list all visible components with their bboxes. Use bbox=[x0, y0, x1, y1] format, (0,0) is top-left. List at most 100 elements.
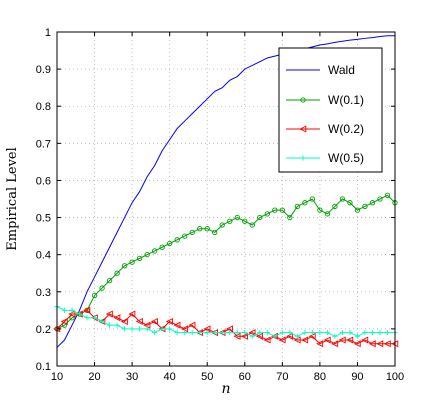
x-axis-label: n bbox=[221, 381, 230, 397]
x-tick-label: 80 bbox=[314, 371, 326, 383]
data-point bbox=[264, 330, 270, 336]
data-point bbox=[227, 218, 233, 224]
series-3 bbox=[54, 304, 398, 339]
x-tick-label: 40 bbox=[164, 371, 176, 383]
data-point bbox=[249, 222, 255, 228]
data-point bbox=[369, 330, 376, 336]
data-point bbox=[317, 207, 323, 213]
data-point bbox=[106, 277, 113, 284]
data-point bbox=[362, 203, 368, 210]
data-point bbox=[294, 203, 301, 210]
legend: Wald W(0.1) W(0.2) W(0.5) bbox=[278, 47, 383, 173]
series-0 bbox=[56, 35, 395, 348]
data-point bbox=[69, 307, 75, 313]
y-tick-label: 0.7 bbox=[36, 138, 51, 150]
legend-box bbox=[278, 47, 383, 173]
data-point bbox=[212, 229, 218, 236]
data-point bbox=[113, 314, 121, 322]
data-point bbox=[264, 211, 270, 217]
y-tick-label: 0.3 bbox=[36, 287, 51, 299]
data-point bbox=[317, 330, 323, 336]
data-point bbox=[339, 330, 346, 336]
data-point bbox=[212, 330, 218, 336]
series-2 bbox=[53, 306, 399, 348]
data-point bbox=[242, 218, 248, 224]
data-point bbox=[376, 340, 384, 348]
data-point bbox=[120, 317, 128, 325]
data-point bbox=[347, 330, 353, 336]
data-point bbox=[167, 326, 173, 332]
data-point bbox=[339, 196, 346, 202]
series-line bbox=[56, 194, 396, 330]
data-point bbox=[188, 321, 196, 329]
data-point bbox=[197, 330, 203, 336]
data-point bbox=[332, 333, 338, 339]
data-point bbox=[189, 229, 195, 236]
x-tick-label: 90 bbox=[351, 371, 363, 383]
data-point bbox=[368, 340, 376, 348]
data-point bbox=[279, 207, 285, 213]
data-point bbox=[151, 248, 158, 254]
data-point bbox=[294, 333, 300, 339]
x-tick-label: 100 bbox=[386, 371, 404, 383]
data-point bbox=[99, 285, 105, 291]
data-point bbox=[84, 315, 90, 321]
data-point bbox=[182, 330, 188, 336]
data-point bbox=[287, 214, 293, 221]
legend-marker bbox=[300, 155, 306, 161]
data-point bbox=[76, 311, 83, 317]
data-point bbox=[257, 214, 263, 221]
data-point bbox=[338, 336, 346, 344]
data-point bbox=[272, 333, 278, 339]
y-tick-label: 0.2 bbox=[36, 324, 51, 336]
y-tick-label: 1 bbox=[45, 27, 51, 39]
data-point bbox=[383, 340, 391, 348]
data-point bbox=[377, 196, 383, 202]
legend-entry: W(0.2) bbox=[286, 122, 364, 136]
data-point bbox=[272, 207, 278, 213]
data-point bbox=[197, 226, 203, 232]
x-tick-label: 10 bbox=[51, 371, 63, 383]
data-point bbox=[324, 211, 331, 217]
data-point bbox=[249, 333, 255, 339]
data-point bbox=[309, 330, 315, 336]
data-point bbox=[377, 330, 383, 336]
data-point bbox=[323, 336, 331, 344]
legend-entry: W(0.1) bbox=[286, 93, 364, 107]
data-point bbox=[174, 330, 180, 336]
plot-frame bbox=[56, 31, 396, 367]
data-point bbox=[129, 326, 135, 332]
data-point bbox=[332, 203, 338, 210]
data-point bbox=[173, 321, 181, 329]
data-point bbox=[114, 322, 120, 328]
x-tick-label: 70 bbox=[276, 371, 288, 383]
data-point bbox=[128, 310, 136, 318]
data-point bbox=[309, 196, 316, 202]
data-point bbox=[159, 244, 165, 250]
data-point bbox=[361, 336, 369, 344]
data-point bbox=[347, 200, 353, 206]
series-layer bbox=[53, 35, 399, 348]
data-point bbox=[257, 330, 263, 336]
data-point bbox=[346, 336, 354, 344]
axes bbox=[56, 31, 396, 367]
y-tick-label: 0.9 bbox=[36, 64, 51, 76]
data-point bbox=[182, 233, 188, 239]
data-point bbox=[83, 306, 91, 314]
data-point bbox=[234, 214, 240, 221]
data-point bbox=[316, 340, 324, 348]
data-point bbox=[91, 292, 98, 299]
data-point bbox=[204, 330, 210, 336]
data-point bbox=[234, 330, 240, 336]
y-tick-label: 0.1 bbox=[36, 361, 51, 373]
data-point bbox=[91, 315, 98, 321]
data-point bbox=[204, 226, 210, 232]
y-tick-label: 0.4 bbox=[36, 250, 51, 262]
data-point bbox=[136, 255, 143, 262]
tick-labels: 10 20 30 40 50 60 70 80 90 100 0.1 0.2 0.3 0.4 0.5 0.6 0… bbox=[36, 27, 404, 383]
data-point bbox=[369, 200, 376, 206]
data-point bbox=[219, 222, 225, 228]
data-point bbox=[353, 340, 361, 348]
data-point bbox=[135, 317, 143, 325]
